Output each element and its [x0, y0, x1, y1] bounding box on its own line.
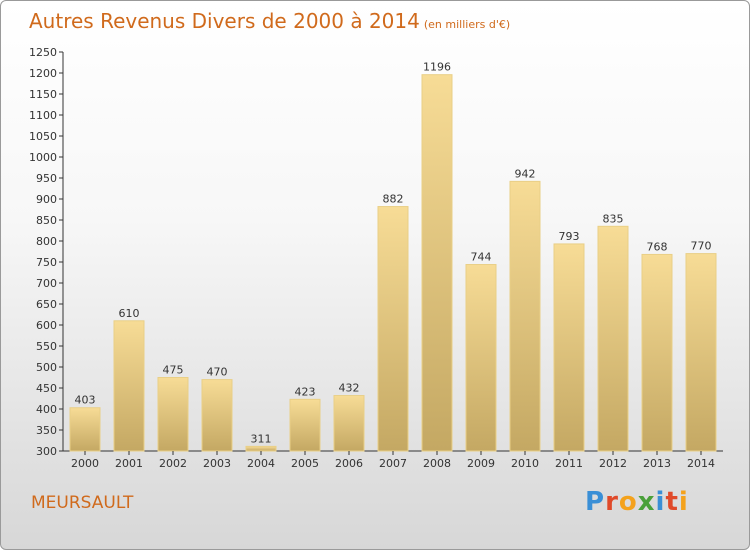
data-label-2014: 770	[691, 240, 712, 253]
bar-2004	[245, 445, 277, 452]
x-tick-label-2001: 2001	[115, 457, 143, 470]
bar-2001	[113, 320, 145, 452]
y-tick-label: 500	[36, 361, 57, 374]
bar-2006	[333, 395, 365, 452]
x-tick-label-2002: 2002	[159, 457, 187, 470]
y-tick-label: 550	[36, 340, 57, 353]
proxiti-logo: Proxiti	[585, 487, 689, 517]
y-tick-label: 1050	[29, 130, 57, 143]
bar-2014	[685, 253, 717, 452]
y-tick-label: 1000	[29, 151, 57, 164]
x-tick-label-2008: 2008	[423, 457, 451, 470]
x-tick-label-2011: 2011	[555, 457, 583, 470]
logo-letter: i	[678, 487, 689, 517]
y-tick-label: 600	[36, 319, 57, 332]
bar-2013	[641, 253, 673, 452]
x-tick-label-2013: 2013	[643, 457, 671, 470]
bar-2007	[377, 206, 409, 452]
data-label-2010: 942	[515, 167, 536, 180]
data-label-2009: 744	[471, 251, 492, 264]
bar-2010	[509, 180, 541, 452]
y-tick-label: 400	[36, 403, 57, 416]
bar-2003	[201, 379, 233, 452]
logo-letter: i	[655, 487, 666, 517]
data-label-2000: 403	[75, 394, 96, 407]
y-tick-label: 300	[36, 445, 57, 458]
x-tick-label-2006: 2006	[335, 457, 363, 470]
y-tick-label: 700	[36, 277, 57, 290]
bar-2002	[157, 377, 189, 452]
x-tick-label-2005: 2005	[291, 457, 319, 470]
x-tick-label-2000: 2000	[71, 457, 99, 470]
chart-title: Autres Revenus Divers de 2000 à 2014 (en …	[29, 9, 510, 33]
data-label-2007: 882	[383, 193, 404, 206]
data-label-2005: 423	[295, 385, 316, 398]
y-tick-label: 750	[36, 256, 57, 269]
x-tick-label-2003: 2003	[203, 457, 231, 470]
x-tick-label-2014: 2014	[687, 457, 715, 470]
logo-letter: P	[585, 487, 606, 517]
bar-2000	[69, 407, 101, 452]
bar-2009	[465, 264, 497, 452]
chart-subtitle: (en milliers d'€)	[423, 18, 511, 31]
logo-letter: r	[605, 487, 619, 517]
x-tick-label-2010: 2010	[511, 457, 539, 470]
bar-2012	[597, 225, 629, 452]
y-tick-label: 650	[36, 298, 57, 311]
x-tick-label-2004: 2004	[247, 457, 275, 470]
chart-title-text: Autres Revenus Divers de 2000 à 2014	[29, 9, 420, 33]
y-tick-label: 800	[36, 235, 57, 248]
y-tick-label: 1200	[29, 67, 57, 80]
data-label-2002: 475	[163, 364, 184, 377]
y-tick-label: 900	[36, 193, 57, 206]
data-label-2006: 432	[339, 382, 360, 395]
logo-letter: x	[637, 487, 656, 517]
y-tick-label: 1150	[29, 88, 57, 101]
y-tick-label: 1250	[29, 46, 57, 59]
logo-letter: t	[665, 487, 679, 517]
bar-2008	[421, 74, 453, 452]
x-tick-label-2012: 2012	[599, 457, 627, 470]
y-tick-label: 350	[36, 424, 57, 437]
logo-letter: o	[618, 487, 638, 517]
data-label-2013: 768	[647, 240, 668, 253]
data-label-2008: 1196	[423, 61, 451, 74]
bar-2005	[289, 398, 321, 452]
data-label-2001: 610	[119, 307, 140, 320]
y-tick-label: 1100	[29, 109, 57, 122]
bar-2011	[553, 243, 585, 452]
y-tick-label: 950	[36, 172, 57, 185]
data-label-2011: 793	[559, 230, 580, 243]
y-tick-label: 450	[36, 382, 57, 395]
x-tick-label-2007: 2007	[379, 457, 407, 470]
location-name: MEURSAULT	[31, 493, 134, 513]
data-label-2012: 835	[603, 212, 624, 225]
data-label-2004: 311	[251, 432, 272, 445]
x-tick-label-2009: 2009	[467, 457, 495, 470]
y-tick-label: 850	[36, 214, 57, 227]
data-label-2003: 470	[207, 366, 228, 379]
